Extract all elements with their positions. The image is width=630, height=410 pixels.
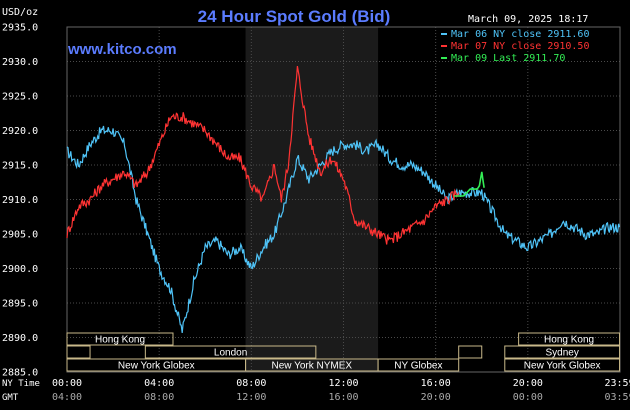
x-tick-label-ny: 08:00	[236, 378, 266, 389]
session-bar	[66, 332, 174, 346]
session-bars: Hong Kong Hong Kong London Sydney New York G…	[66, 332, 621, 372]
session-bar	[144, 345, 317, 359]
x-tick-label-ny: 00:00	[52, 378, 82, 389]
y-tick-label: 2910.0	[2, 195, 38, 206]
watermark-url: www.kitco.com	[67, 41, 177, 58]
x-tick-label-ny: 20:00	[513, 378, 543, 389]
x-tick-label-gmt: 16:00	[328, 392, 358, 403]
x-row-label-gmt: GMT	[2, 393, 19, 403]
session-bar	[504, 345, 621, 359]
y-tick-label: 2890.0	[2, 333, 38, 344]
y-tick-label: 2930.0	[2, 57, 38, 68]
legend-entry: Mar 06 NY close 2911.60	[451, 29, 589, 40]
session-bar-label: Sydney	[545, 348, 578, 359]
session-bar	[518, 332, 621, 346]
series-layer	[66, 65, 621, 333]
chart-timestamp: March 09, 2025 18:17	[468, 14, 588, 25]
y-tick-label: 2935.0	[2, 23, 38, 34]
grid	[66, 26, 621, 373]
session-bar-label: New York Globex	[118, 361, 195, 372]
series-line-2	[66, 65, 460, 245]
y-tick-label: 2915.0	[2, 161, 38, 172]
session-bar-label: London	[214, 348, 247, 359]
x-tick-label-ny: 16:00	[421, 378, 451, 389]
series-line-3	[454, 171, 485, 197]
series-line-1	[66, 125, 621, 333]
session-bar	[504, 358, 621, 372]
session-bar-label: NY Globex	[394, 361, 442, 372]
session-bar-stub	[458, 345, 483, 359]
y-tick-label: 2895.0	[2, 299, 38, 310]
session-bar	[377, 358, 460, 372]
legend-entry: Mar 09 Last 2911.70	[451, 53, 565, 64]
x-tick-label-ny: 12:00	[328, 378, 358, 389]
y-tick-label: 2925.0	[2, 92, 38, 103]
session-bar-label: Hong Kong	[95, 335, 145, 346]
y-tick-label: 2900.0	[2, 264, 38, 275]
x-tick-label-gmt: 12:00	[236, 392, 266, 403]
x-tick-label-gmt: 04:00	[52, 392, 82, 403]
chart-title: 24 Hour Spot Gold (Bid)	[198, 7, 391, 26]
y-tick-label: 2885.0	[2, 368, 38, 379]
y-tick-label: 2905.0	[2, 230, 38, 241]
x-tick-label-ny: 04:00	[144, 378, 174, 389]
x-tick-labels: 00:00 04:00 08:00 12:00 16:00 20:00 23:59 04:00…	[52, 378, 630, 403]
session-bar-stub	[66, 345, 91, 359]
y-axis-label: USD/oz	[2, 7, 38, 18]
x-tick-label-gmt: 20:00	[421, 392, 451, 403]
y-tick-label: 2920.0	[2, 126, 38, 137]
legend-entry: Mar 07 NY close 2910.50	[451, 41, 589, 52]
x-row-label-ny-time: NY Time	[2, 379, 40, 389]
x-tick-label-gmt: 00:00	[513, 392, 543, 403]
session-bar-label: Hong Kong	[544, 335, 594, 346]
y-tick-labels: 2935.0 2930.0 2925.0 2920.0 2915.0 2910.0 2905…	[2, 23, 38, 379]
x-tick-label-gmt: 08:00	[144, 392, 174, 403]
session-bar-label: New York NYMEX	[272, 361, 353, 372]
x-tick-label-gmt: 03:59	[604, 392, 630, 403]
session-bar-label: New York Globex	[524, 361, 601, 372]
plot-border	[66, 26, 621, 373]
x-tick-label-ny: 23:59	[604, 378, 630, 389]
